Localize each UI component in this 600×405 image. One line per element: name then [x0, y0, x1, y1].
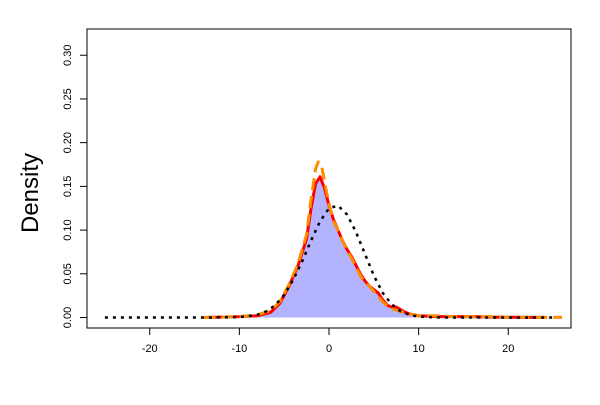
y-tick-label: 0.15: [62, 176, 74, 197]
y-tick-label: 0.10: [62, 219, 74, 240]
axes-layer: -20 -10 0 10 20 0.00 0.05 0.10 0.15 0.20 0.25 0.30: [62, 28, 572, 355]
y-tick-label: 0.00: [62, 307, 74, 328]
line-layer: [104, 160, 563, 320]
y-tick-label: 0.20: [62, 132, 74, 153]
x-tick-label: -20: [142, 343, 158, 355]
y-tick-label: 0.30: [62, 45, 74, 66]
y-tick-label: 0.05: [62, 263, 74, 284]
x-tick-label: 0: [326, 343, 332, 355]
x-tick-label: 10: [413, 343, 425, 355]
density-curve-dashed-orange: [203, 160, 563, 320]
y-tick-label: 0.25: [62, 88, 74, 109]
x-tick-label: 20: [502, 343, 514, 355]
x-tick-label: -10: [231, 343, 247, 355]
density-curve-dotted-black: [104, 204, 554, 319]
y-axis-label: Density: [17, 153, 44, 233]
fill-layer: [203, 177, 545, 318]
density-fill-area: [203, 177, 545, 318]
